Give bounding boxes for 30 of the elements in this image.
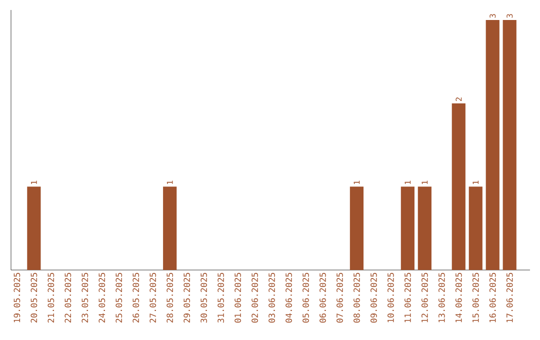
x-tick-label: 01.06.2025 <box>234 272 242 323</box>
x-tick-label: 24.05.2025 <box>98 272 106 323</box>
x-tick-label: 17.06.2025 <box>506 272 513 322</box>
x-tick-label: 10.06.2025 <box>388 272 394 322</box>
x-tick-label: 28.05.2025 <box>166 272 174 323</box>
x-tick-label: 20.05.2025 <box>30 272 38 323</box>
x-tick-label: 26.05.2025 <box>132 272 140 323</box>
x-tick-label: 16.06.2025 <box>489 272 496 322</box>
x-tick-label: 05.06.2025 <box>302 272 309 323</box>
x-tick-label: 02.06.2025 <box>252 272 258 323</box>
x-tick-label: 08.06.2025 <box>354 272 360 323</box>
x-tick-label: 07.06.2025 <box>336 272 343 323</box>
x-tick-label: 27.05.2025 <box>150 272 156 323</box>
x-tick-label: 30.05.2025 <box>200 272 208 323</box>
x-tick-label: 25.05.2025 <box>116 272 122 323</box>
x-tick-label: 31.05.2025 <box>218 272 224 323</box>
x-tick-label: 04.06.2025 <box>286 272 292 323</box>
x-tick-label: 13.06.2025 <box>438 272 445 322</box>
x-tick-label: 21.05.2025 <box>48 272 54 323</box>
x-tick-label: 23.05.2025 <box>82 272 88 323</box>
x-tick-label: 03.06.2025 <box>268 272 275 323</box>
x-tick-label: 11.06.2025 <box>404 272 411 322</box>
x-tick-label: 15.06.2025 <box>472 272 479 322</box>
x-tick-label: 19.05.2025 <box>14 272 20 322</box>
x-tick-label: 14.06.2025 <box>455 272 462 322</box>
x-tick-label: 06.06.2025 <box>320 272 326 323</box>
x-tick-label: 29.05.2025 <box>184 272 190 323</box>
x-tick-label: 09.06.2025 <box>370 272 377 323</box>
x-tick-label: 12.06.2025 <box>421 272 428 322</box>
x-tick-label: 22.05.2025 <box>64 272 72 323</box>
